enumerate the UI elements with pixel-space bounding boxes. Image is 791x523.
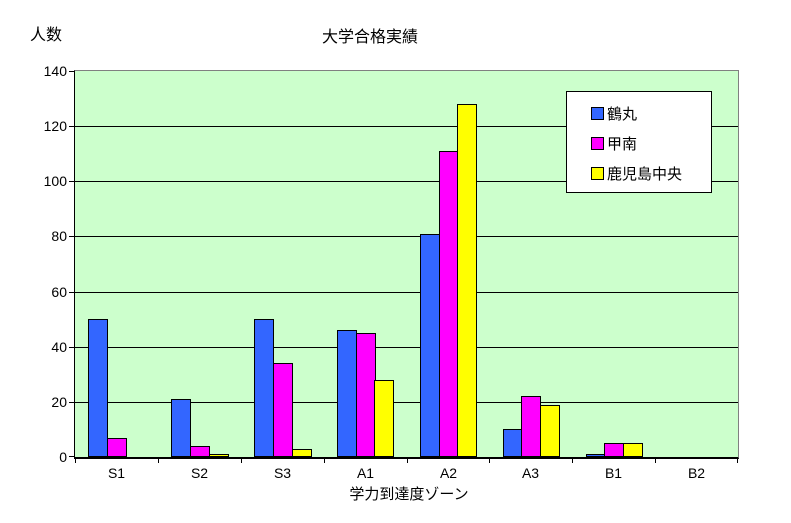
- bar-S1-series0: [88, 319, 108, 457]
- gridline-20: [75, 402, 738, 403]
- bar-S2-series0: [171, 399, 191, 457]
- legend-marker-2: [591, 166, 604, 180]
- x-tick-6: [572, 457, 573, 463]
- x-axis-label-B1: B1: [604, 465, 623, 481]
- bar-S2-series1: [190, 446, 210, 457]
- x-tick-2: [241, 457, 242, 463]
- bar-S3-series1: [273, 363, 293, 457]
- y-tick-40: [69, 347, 74, 348]
- legend: 鶴丸 甲南 鹿児島中央: [566, 91, 712, 193]
- legend-entry-1: 甲南: [567, 128, 711, 158]
- x-tick-8: [737, 457, 738, 463]
- legend-marker-0: [591, 106, 604, 120]
- y-tick-120: [69, 126, 74, 127]
- gridline-40: [75, 347, 738, 348]
- x-axis-label-B2: B2: [687, 465, 706, 481]
- legend-label-1: 甲南: [607, 135, 638, 153]
- legend-label-0: 鶴丸: [607, 105, 638, 123]
- y-axis-label-80: 80: [51, 228, 67, 244]
- legend-entry-2: 鹿児島中央: [567, 158, 711, 188]
- gridline-60: [75, 292, 738, 293]
- bar-A1-series2: [374, 380, 394, 457]
- x-tick-5: [489, 457, 490, 463]
- y-axis-title: 人数: [30, 27, 63, 44]
- legend-marker-1: [591, 136, 604, 150]
- y-axis-label-40: 40: [51, 339, 67, 355]
- y-tick-60: [69, 292, 74, 293]
- x-axis-label-S1: S1: [107, 465, 126, 481]
- legend-entry-0: 鶴丸: [567, 98, 711, 128]
- x-tick-1: [158, 457, 159, 463]
- bar-S2-series2: [209, 454, 229, 457]
- bar-S1-series1: [107, 438, 127, 457]
- bar-B1-series1: [604, 443, 624, 457]
- y-axis-label-120: 120: [43, 118, 67, 134]
- gridline-100: [75, 181, 738, 182]
- bar-A1-series1: [356, 333, 376, 457]
- bar-B1-series2: [623, 443, 643, 457]
- y-axis-label-60: 60: [51, 284, 67, 300]
- x-tick-7: [655, 457, 656, 463]
- gridline-80: [75, 236, 738, 237]
- y-tick-20: [69, 402, 74, 403]
- bar-A3-series0: [503, 429, 523, 457]
- bar-A2-series1: [439, 151, 459, 457]
- x-tick-0: [75, 457, 76, 463]
- x-axis-label-A1: A1: [356, 465, 375, 481]
- bar-A2-series2: [457, 104, 477, 457]
- y-axis-label-0: 0: [59, 449, 67, 465]
- x-axis-label-S3: S3: [273, 465, 292, 481]
- y-axis-label-20: 20: [51, 394, 67, 410]
- bar-A1-series0: [337, 330, 357, 457]
- bar-B1-series0: [586, 454, 606, 457]
- x-axis-title: 学力到達度ゾーン: [349, 486, 469, 503]
- y-axis-label-140: 140: [43, 63, 67, 79]
- y-tick-80: [69, 236, 74, 237]
- bar-S3-series0: [254, 319, 274, 457]
- legend-label-2: 鹿児島中央: [607, 165, 683, 183]
- bar-A3-series2: [540, 405, 560, 457]
- chart-title: 大学合格実績: [322, 29, 419, 46]
- bar-A2-series0: [420, 234, 440, 457]
- y-tick-0: [69, 456, 74, 457]
- x-tick-3: [324, 457, 325, 463]
- bar-S3-series2: [292, 449, 312, 457]
- gridline-120: [75, 126, 738, 127]
- y-axis-label-100: 100: [43, 173, 67, 189]
- y-tick-140: [69, 71, 74, 72]
- bar-A3-series1: [521, 396, 541, 457]
- x-axis-label-A3: A3: [521, 465, 540, 481]
- x-tick-4: [407, 457, 408, 463]
- x-axis-label-S2: S2: [190, 465, 209, 481]
- y-tick-100: [69, 181, 74, 182]
- x-axis-label-A2: A2: [439, 465, 458, 481]
